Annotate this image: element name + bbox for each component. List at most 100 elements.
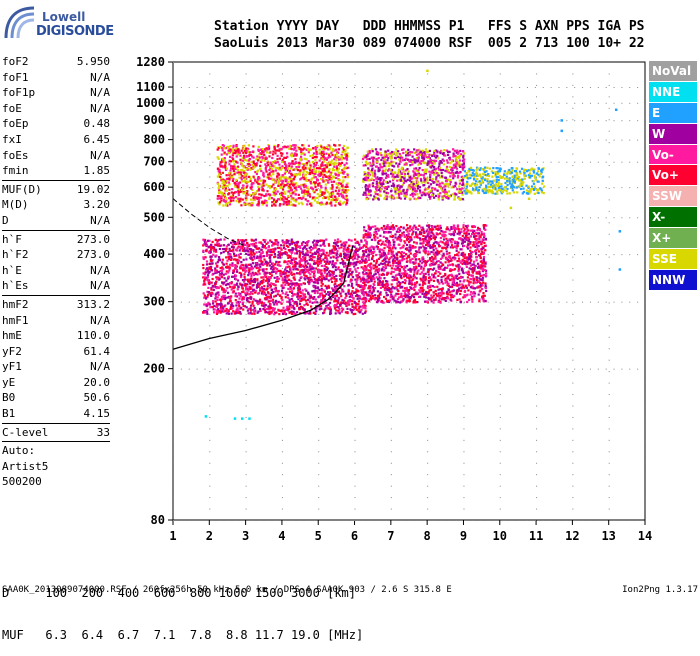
echo-point [251,303,253,305]
grid-dot [609,474,610,475]
grid-dot [645,337,646,338]
echo-point [243,148,245,150]
echo-point [226,153,228,155]
echo-point [231,191,233,193]
echo-point [287,242,289,244]
echo-point [346,155,348,157]
echo-point [262,157,264,159]
grid-dot [433,87,434,88]
echo-point [260,194,262,196]
grid-dot [527,520,528,521]
echo-point [253,274,255,276]
echo-point [345,186,347,188]
grid-dot [189,217,190,218]
echo-point [291,165,293,167]
grid-dot [614,520,615,521]
echo-point [246,306,248,308]
echo-point [289,192,291,194]
grid-dot [370,217,371,218]
echo-point [358,272,360,274]
grid-dot [401,520,402,521]
grid-dot [433,103,434,104]
echo-point [242,291,244,293]
echo-point [278,173,280,175]
grid-dot [511,120,512,121]
echo-point [342,261,344,263]
echo-point [331,250,333,252]
grid-dot [519,254,520,255]
grid-dot [488,87,489,88]
echo-point [304,261,306,263]
grid-dot [527,254,528,255]
grid-dot [275,217,276,218]
grid-dot [472,87,473,88]
echo-point [286,261,288,263]
grid-dot [427,62,428,63]
grid-dot [283,120,284,121]
echo-point [301,299,303,301]
grid-dot [536,371,537,372]
echo-point [242,199,244,201]
grid-dot [496,369,497,370]
grid-dot [535,217,536,218]
echo-point [337,184,339,186]
echo-point [323,168,325,170]
echo-point [348,251,350,253]
echo-point [272,153,274,155]
echo-point [330,257,332,259]
y-tick-label: 800 [143,133,165,147]
grid-dot [282,268,283,269]
y-tick-label: 400 [143,247,165,261]
grid-dot [354,140,355,141]
grid-dot [307,369,308,370]
grid-dot [488,520,489,521]
grid-dot [511,302,512,303]
grid-dot [318,474,319,475]
grid-dot [566,62,567,63]
echo-point [321,265,323,267]
grid-dot [574,187,575,188]
echo-point [291,290,293,292]
echo-point [309,301,311,303]
echo-point [261,252,263,254]
echo-point [238,254,240,256]
grid-dot [318,62,319,63]
grid-dot [417,140,418,141]
echo-point [326,278,328,280]
echo-point [277,293,279,295]
grid-dot [645,96,646,97]
grid-dot [173,162,174,163]
echo-point [319,149,321,151]
echo-point [212,274,214,276]
echo-point [307,292,309,294]
grid-dot [427,486,428,487]
echo-point [354,279,356,281]
echo-point [291,310,293,312]
echo-point [331,181,333,183]
grid-dot [282,131,283,132]
echo-point [263,293,265,295]
echo-point [228,189,230,191]
grid-dot [609,302,610,303]
grid-dot [236,62,237,63]
echo-point [293,169,295,171]
echo-point [314,199,316,201]
grid-dot [511,520,512,521]
echo-point [299,286,301,288]
grid-dot [582,217,583,218]
x-tick-label: 10 [493,529,507,543]
grid-dot [427,474,428,475]
grid-dot [246,486,247,487]
echo-point [233,287,235,289]
grid-dot [391,108,392,109]
grid-dot [173,119,174,120]
echo-point [216,278,218,280]
grid-dot [173,245,174,246]
grid-dot [209,96,210,97]
echo-point [314,292,316,294]
grid-dot [536,463,537,464]
grid-dot [472,120,473,121]
echo-point [321,191,323,193]
echo-point [250,305,252,307]
grid-dot [590,187,591,188]
